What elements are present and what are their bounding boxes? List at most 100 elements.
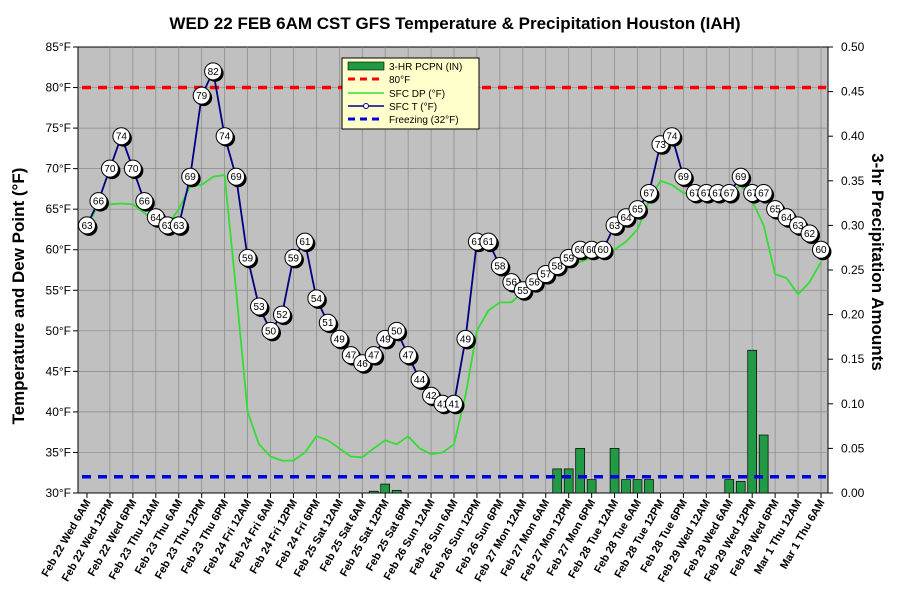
chart-title: WED 22 FEB 6AM CST GFS Temperature & Pre… <box>169 14 740 33</box>
temp-point-circle <box>456 329 475 348</box>
temp-point-label: 67 <box>701 188 713 199</box>
temp-point-label: 41 <box>448 399 460 410</box>
temp-point-circle <box>754 183 773 202</box>
temp-point-circle <box>330 329 349 348</box>
temp-point: 66 <box>135 192 155 212</box>
temp-point-label: 67 <box>747 188 759 199</box>
temp-point-label: 74 <box>116 132 128 143</box>
y2-tick-label: 0.20 <box>841 308 865 322</box>
temp-point: 63 <box>169 216 190 236</box>
temp-point-label: 63 <box>162 221 174 232</box>
temp-point-label: 49 <box>334 334 346 345</box>
temp-point-label: 61 <box>483 237 495 248</box>
temp-point-label: 53 <box>253 302 265 313</box>
temp-point: 70 <box>123 159 144 180</box>
legend-label-freezing: Freezing (32°F) <box>389 115 459 126</box>
temp-point: 49 <box>330 329 350 350</box>
y2-tick-label: 0.25 <box>841 263 865 277</box>
temp-point-circle <box>215 127 234 146</box>
temp-point-label: 44 <box>414 375 426 386</box>
y2-tick-label: 0.15 <box>841 352 865 366</box>
right-axis-ticks: 0.00 0.05 0.10 0.15 0.20 0.25 0.30 0.35 0.40 0.45… <box>828 40 865 500</box>
temp-point-label: 46 <box>357 359 369 370</box>
y-tick-label: 80°F <box>46 81 71 95</box>
legend-label-precip: 3-HR PCPN (IN) <box>389 62 462 73</box>
temp-point-label: 63 <box>609 221 621 232</box>
temp-point-label: 70 <box>104 164 116 175</box>
temp-point-label: 66 <box>93 197 105 208</box>
legend: 3-HR PCPN (IN) 80°F SFC DP (°F) SFC T (°… <box>341 57 480 130</box>
temp-point-label: 67 <box>758 188 770 199</box>
temp-point: 51 <box>318 313 339 334</box>
precip-bar <box>644 479 654 494</box>
precip-bar <box>621 479 631 494</box>
temp-point-label: 67 <box>712 188 724 199</box>
temp-point-circle <box>662 127 681 146</box>
temp-point-label: 57 <box>540 270 552 281</box>
temp-point-circle <box>479 232 498 251</box>
precip-bar <box>380 483 391 494</box>
temp-point-label: 59 <box>563 253 575 264</box>
temp-point: 65 <box>628 200 648 220</box>
temp-point-label: 62 <box>804 229 816 240</box>
temp-point-label: 55 <box>517 286 529 297</box>
temp-point: 61 <box>295 232 316 253</box>
temp-point-circle <box>227 167 246 186</box>
temp-point-circle <box>100 159 119 178</box>
temp-point-circle <box>800 224 819 243</box>
temp-point-label: 61 <box>471 237 483 248</box>
y2-tick-label: 0.45 <box>841 85 865 99</box>
temp-point-label: 82 <box>208 67 220 78</box>
precip-bar <box>724 479 735 494</box>
legend-label-temp: SFC T (°F) <box>389 102 437 113</box>
temp-point-label: 67 <box>724 188 736 199</box>
precip-bar <box>575 448 585 494</box>
temp-point: 61 <box>479 232 499 253</box>
y-tick-label: 65°F <box>46 202 71 216</box>
temp-point: 70 <box>100 159 121 180</box>
temp-point: 54 <box>307 289 327 309</box>
temp-point: 74 <box>112 127 132 147</box>
temp-point-label: 69 <box>678 172 690 183</box>
legend-marker-temp <box>363 103 369 109</box>
temp-point-label: 60 <box>586 245 598 256</box>
precip-bar <box>368 490 379 494</box>
temp-point-label: 60 <box>598 245 610 256</box>
temp-point: 67 <box>639 183 660 204</box>
temp-point-label: 64 <box>620 213 632 224</box>
temp-point-circle <box>594 240 613 259</box>
temp-point-label: 49 <box>380 334 392 345</box>
temp-point: 69 <box>227 167 247 188</box>
temp-point-label: 60 <box>815 245 827 256</box>
temp-point-label: 63 <box>793 221 805 232</box>
y-tick-label: 45°F <box>46 364 71 378</box>
temp-point-circle <box>318 313 337 332</box>
precip-bar <box>609 448 620 494</box>
precip-bar <box>735 481 746 494</box>
temp-point-circle <box>135 192 154 211</box>
temp-point-label: 59 <box>288 253 300 264</box>
precip-bar <box>586 479 597 494</box>
y-tick-label: 70°F <box>46 162 71 176</box>
temp-point: 60 <box>594 240 614 261</box>
temp-point-circle <box>410 370 429 389</box>
temp-point: 44 <box>410 370 431 390</box>
temp-point-label: 58 <box>494 261 506 272</box>
temp-point-label: 47 <box>345 351 357 362</box>
temp-point-circle <box>720 183 739 202</box>
precip-bar <box>563 468 574 494</box>
temp-point-label: 61 <box>299 237 311 248</box>
y2-tick-label: 0.00 <box>841 486 865 500</box>
temp-point: 50 <box>261 321 281 342</box>
y-tick-label: 40°F <box>46 405 71 419</box>
temp-point: 69 <box>674 167 694 188</box>
temp-point-label: 69 <box>185 172 197 183</box>
temp-point-circle <box>307 289 326 308</box>
y2-tick-label: 0.50 <box>841 40 865 54</box>
y-tick-label: 30°F <box>46 486 71 500</box>
y-axis-label: Temperature and Dew Point (°F) <box>9 168 28 425</box>
temp-point-circle <box>639 183 658 202</box>
precip-bar <box>758 434 769 494</box>
